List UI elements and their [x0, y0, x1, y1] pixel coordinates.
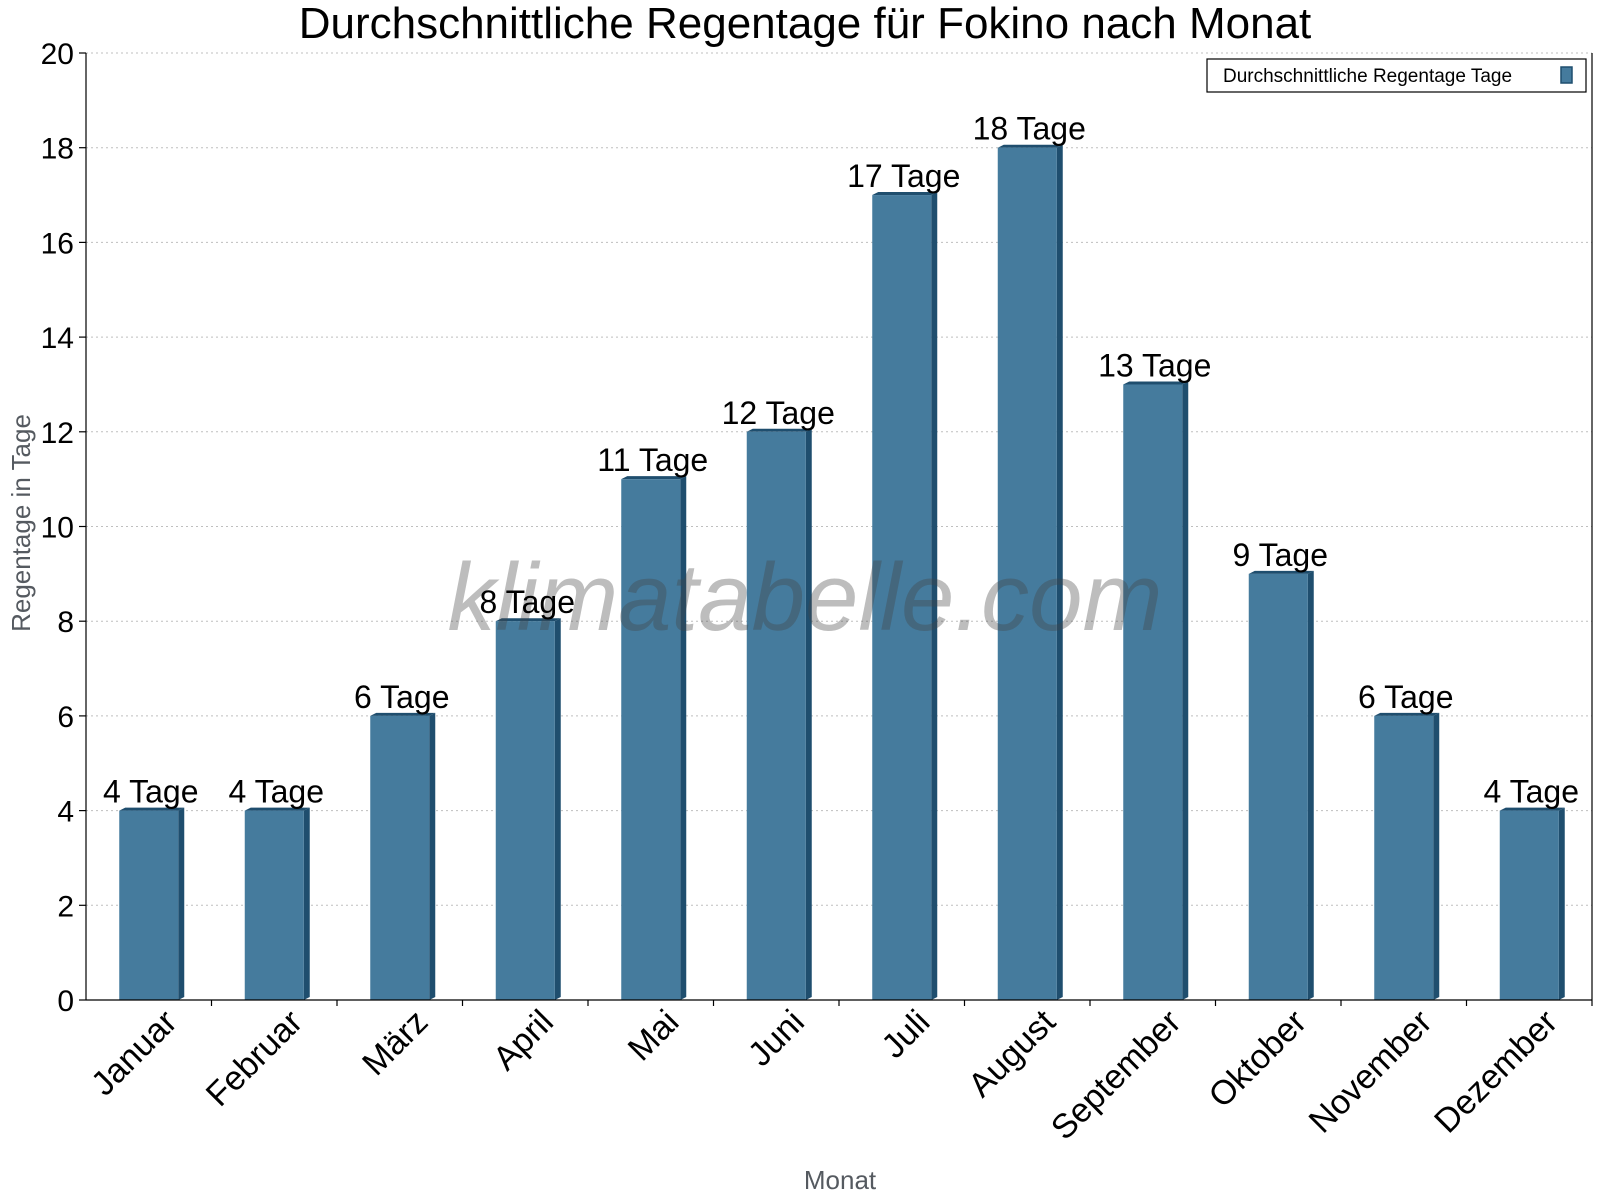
bar-side [554, 618, 561, 1000]
data-label: 8 Tage [480, 584, 576, 620]
bar-top [119, 807, 185, 811]
y-tick-label: 18 [41, 133, 74, 166]
x-tick-label: März [355, 1003, 435, 1083]
bar-august [997, 147, 1057, 1000]
y-tick-label: 8 [57, 606, 74, 639]
bar-januar [119, 810, 179, 1000]
data-label: 13 Tage [1098, 347, 1211, 383]
bar-side [1433, 712, 1440, 1000]
legend: Durchschnittliche Regentage Tage [1206, 58, 1587, 93]
bar-november [1374, 715, 1434, 1000]
x-tick-label: August [961, 1002, 1063, 1104]
y-tick-label: 2 [57, 890, 74, 923]
bar-top [244, 807, 310, 811]
x-tick-label: Oktober [1202, 1003, 1314, 1115]
data-label: 4 Tage [229, 774, 325, 810]
bar-side [680, 476, 687, 1000]
y-tick-label: 20 [41, 38, 74, 71]
data-labels: 4 Tage 4 Tage 6 Tage 8 Tage 11 Tage 12 Tage 17… [103, 111, 1579, 810]
bar-top [621, 476, 687, 480]
legend-swatch [1560, 66, 1573, 84]
bar-top [370, 712, 436, 716]
bar-top [872, 192, 938, 196]
bar-mai [621, 479, 681, 1000]
legend-box [1206, 58, 1587, 93]
bar-märz [370, 715, 430, 1000]
bar-april [495, 621, 555, 1000]
data-label: 4 Tage [1484, 774, 1580, 810]
bar-dezember [1499, 810, 1559, 1000]
bar-juli [872, 195, 932, 1001]
x-tick-label: Februar [199, 1003, 310, 1114]
data-label: 17 Tage [847, 158, 960, 194]
bar-oktober [1248, 573, 1308, 1000]
legend-label: Durchschnittliche Regentage Tage [1223, 66, 1512, 87]
y-tick-label: 6 [57, 701, 74, 734]
bar-side [931, 192, 938, 1001]
y-tick-label: 0 [57, 985, 74, 1018]
bar-side [1558, 807, 1565, 1000]
x-tick-label: Mai [621, 1003, 687, 1069]
bar-side [303, 807, 310, 1000]
bar-side [1182, 381, 1189, 1000]
bar-top [1123, 381, 1189, 385]
bar-top [1499, 807, 1565, 811]
bar-top [997, 144, 1063, 148]
y-tick-label: 14 [41, 322, 74, 355]
bar-side [178, 807, 185, 1000]
x-tick-labels: Januar Februar März April Mai Juni Juli AugustS… [84, 1002, 1565, 1147]
data-label: 6 Tage [1358, 679, 1454, 715]
data-label: 4 Tage [103, 774, 199, 810]
y-tick-label: 4 [57, 796, 74, 829]
bar-februar [244, 810, 304, 1000]
data-label: 18 Tage [973, 111, 1086, 147]
x-tick-label: Juni [741, 1003, 812, 1074]
x-tick-label: Juli [874, 1003, 937, 1066]
x-tick-label: Januar [84, 1003, 184, 1103]
bar-top [1248, 570, 1314, 574]
axes [79, 52, 1593, 1006]
bar-top [495, 618, 561, 622]
data-label: 9 Tage [1233, 537, 1329, 573]
bars [119, 144, 1565, 1001]
y-tick-label: 10 [41, 512, 74, 545]
x-axis-title: Monat [804, 1165, 877, 1195]
y-tick-labels: 0 2 4 6 8 10 12 14 16 18 20 [41, 38, 74, 1018]
bar-juni [746, 431, 806, 1000]
chart-title: Durchschnittliche Regentage für Fokino n… [299, 0, 1312, 48]
y-axis-title: Regentage in Tage [6, 414, 36, 632]
x-tick-label: September [1044, 1003, 1188, 1147]
x-tick-label: April [486, 1003, 561, 1078]
data-label: 6 Tage [354, 679, 450, 715]
y-tick-label: 12 [41, 417, 74, 450]
bar-side [1307, 570, 1314, 1000]
bar-side [1056, 144, 1063, 1000]
y-tick-label: 16 [41, 227, 74, 260]
data-label: 11 Tage [597, 442, 708, 478]
x-tick-label: Dezember [1427, 1003, 1565, 1141]
bar-side [429, 712, 436, 1000]
watermark: klimatabelle.com [448, 544, 1163, 651]
gridlines [86, 52, 1592, 906]
x-tick-label: November [1302, 1003, 1440, 1141]
bar-top [746, 428, 812, 432]
bar-top [1374, 712, 1440, 716]
data-label: 12 Tage [722, 395, 835, 431]
bar-side [805, 428, 812, 1000]
bar-september [1123, 384, 1183, 1000]
